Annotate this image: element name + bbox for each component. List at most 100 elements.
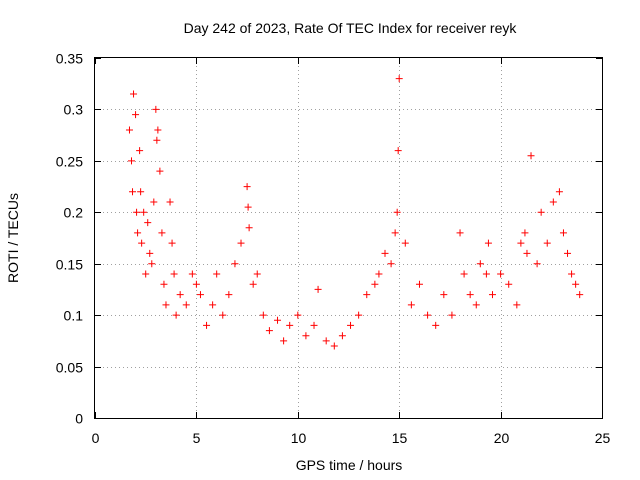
- data-point: [129, 188, 137, 196]
- data-point: [543, 239, 551, 247]
- x-tick-label: 20: [494, 430, 510, 446]
- data-point: [153, 136, 161, 144]
- data-point: [182, 301, 190, 309]
- data-point: [549, 198, 557, 206]
- data-point: [394, 147, 402, 155]
- data-point: [314, 285, 322, 293]
- data-point: [125, 126, 133, 134]
- data-point: [132, 111, 140, 119]
- data-point: [401, 239, 409, 247]
- x-tick-label: 5: [193, 430, 201, 446]
- data-point: [533, 260, 541, 268]
- y-tick-label: 0.35: [56, 51, 83, 67]
- data-point: [249, 280, 257, 288]
- x-tick-label: 10: [291, 430, 307, 446]
- data-point: [555, 188, 563, 196]
- data-point: [130, 90, 138, 98]
- data-point: [225, 291, 233, 299]
- data-point: [572, 280, 580, 288]
- data-point: [128, 157, 136, 165]
- data-point: [192, 280, 200, 288]
- data-point: [355, 311, 363, 319]
- data-point: [219, 311, 227, 319]
- data-point: [564, 249, 572, 257]
- data-point: [472, 301, 480, 309]
- data-point: [448, 311, 456, 319]
- data-point: [363, 291, 371, 299]
- data-point: [387, 260, 395, 268]
- data-point: [294, 311, 302, 319]
- data-point: [347, 321, 355, 329]
- data-point: [381, 249, 389, 257]
- data-point: [505, 280, 513, 288]
- data-point: [330, 342, 338, 350]
- data-point: [176, 291, 184, 299]
- data-point: [286, 321, 294, 329]
- data-point: [172, 311, 180, 319]
- data-point: [253, 270, 261, 278]
- data-point: [188, 270, 196, 278]
- data-point: [407, 301, 415, 309]
- data-point: [196, 291, 204, 299]
- data-point: [146, 249, 154, 257]
- data-point: [154, 126, 162, 134]
- data-point: [209, 301, 217, 309]
- y-tick-label: 0.3: [64, 102, 84, 118]
- data-point: [148, 260, 156, 268]
- data-point: [537, 208, 545, 216]
- data-point: [375, 270, 383, 278]
- y-tick-label: 0: [75, 411, 83, 427]
- data-point: [521, 229, 529, 237]
- data-point: [523, 249, 531, 257]
- data-point: [136, 147, 144, 155]
- data-point: [424, 311, 432, 319]
- data-point: [371, 280, 379, 288]
- data-point: [162, 301, 170, 309]
- data-point: [440, 291, 448, 299]
- data-point: [138, 239, 146, 247]
- x-tick-label: 15: [392, 430, 408, 446]
- axis-ticks: 0 0.05 0.1 0.15 0.2 0.25 0.3 0.35 0 5 10 15 20 25: [56, 51, 611, 447]
- data-point: [140, 208, 148, 216]
- data-point: [168, 239, 176, 247]
- data-point: [395, 75, 403, 83]
- data-point: [310, 321, 318, 329]
- data-point: [213, 270, 221, 278]
- data-point: [391, 229, 399, 237]
- y-tick-label: 0.15: [56, 257, 83, 273]
- data-point: [243, 183, 251, 191]
- data-point: [513, 301, 521, 309]
- data-point: [158, 229, 166, 237]
- x-axis-label: GPS time / hours: [296, 457, 403, 473]
- data-point: [237, 239, 245, 247]
- x-tick-label: 0: [92, 430, 100, 446]
- data-point: [244, 203, 252, 211]
- data-point: [152, 105, 160, 113]
- data-point: [484, 239, 492, 247]
- data-point: [203, 321, 211, 329]
- y-tick-label: 0.05: [56, 360, 83, 376]
- data-point: [338, 332, 346, 340]
- data-point: [568, 270, 576, 278]
- data-point: [134, 229, 142, 237]
- data-point: [393, 208, 401, 216]
- data-point: [144, 219, 152, 227]
- data-points: [125, 75, 584, 350]
- data-point: [150, 198, 158, 206]
- data-point: [482, 270, 490, 278]
- x-tick-label: 25: [595, 430, 611, 446]
- data-point: [265, 327, 273, 335]
- data-point: [280, 337, 288, 345]
- data-point: [460, 270, 468, 278]
- data-point: [466, 291, 474, 299]
- data-point: [576, 291, 584, 299]
- data-point: [274, 316, 282, 324]
- data-point: [432, 321, 440, 329]
- data-point: [559, 229, 567, 237]
- plot-frame: [94, 57, 603, 419]
- data-point: [156, 167, 164, 175]
- y-axis-label: ROTI / TECUs: [5, 193, 21, 283]
- data-point: [488, 291, 496, 299]
- chart-title: Day 242 of 2023, Rate Of TEC Index for r…: [184, 20, 518, 36]
